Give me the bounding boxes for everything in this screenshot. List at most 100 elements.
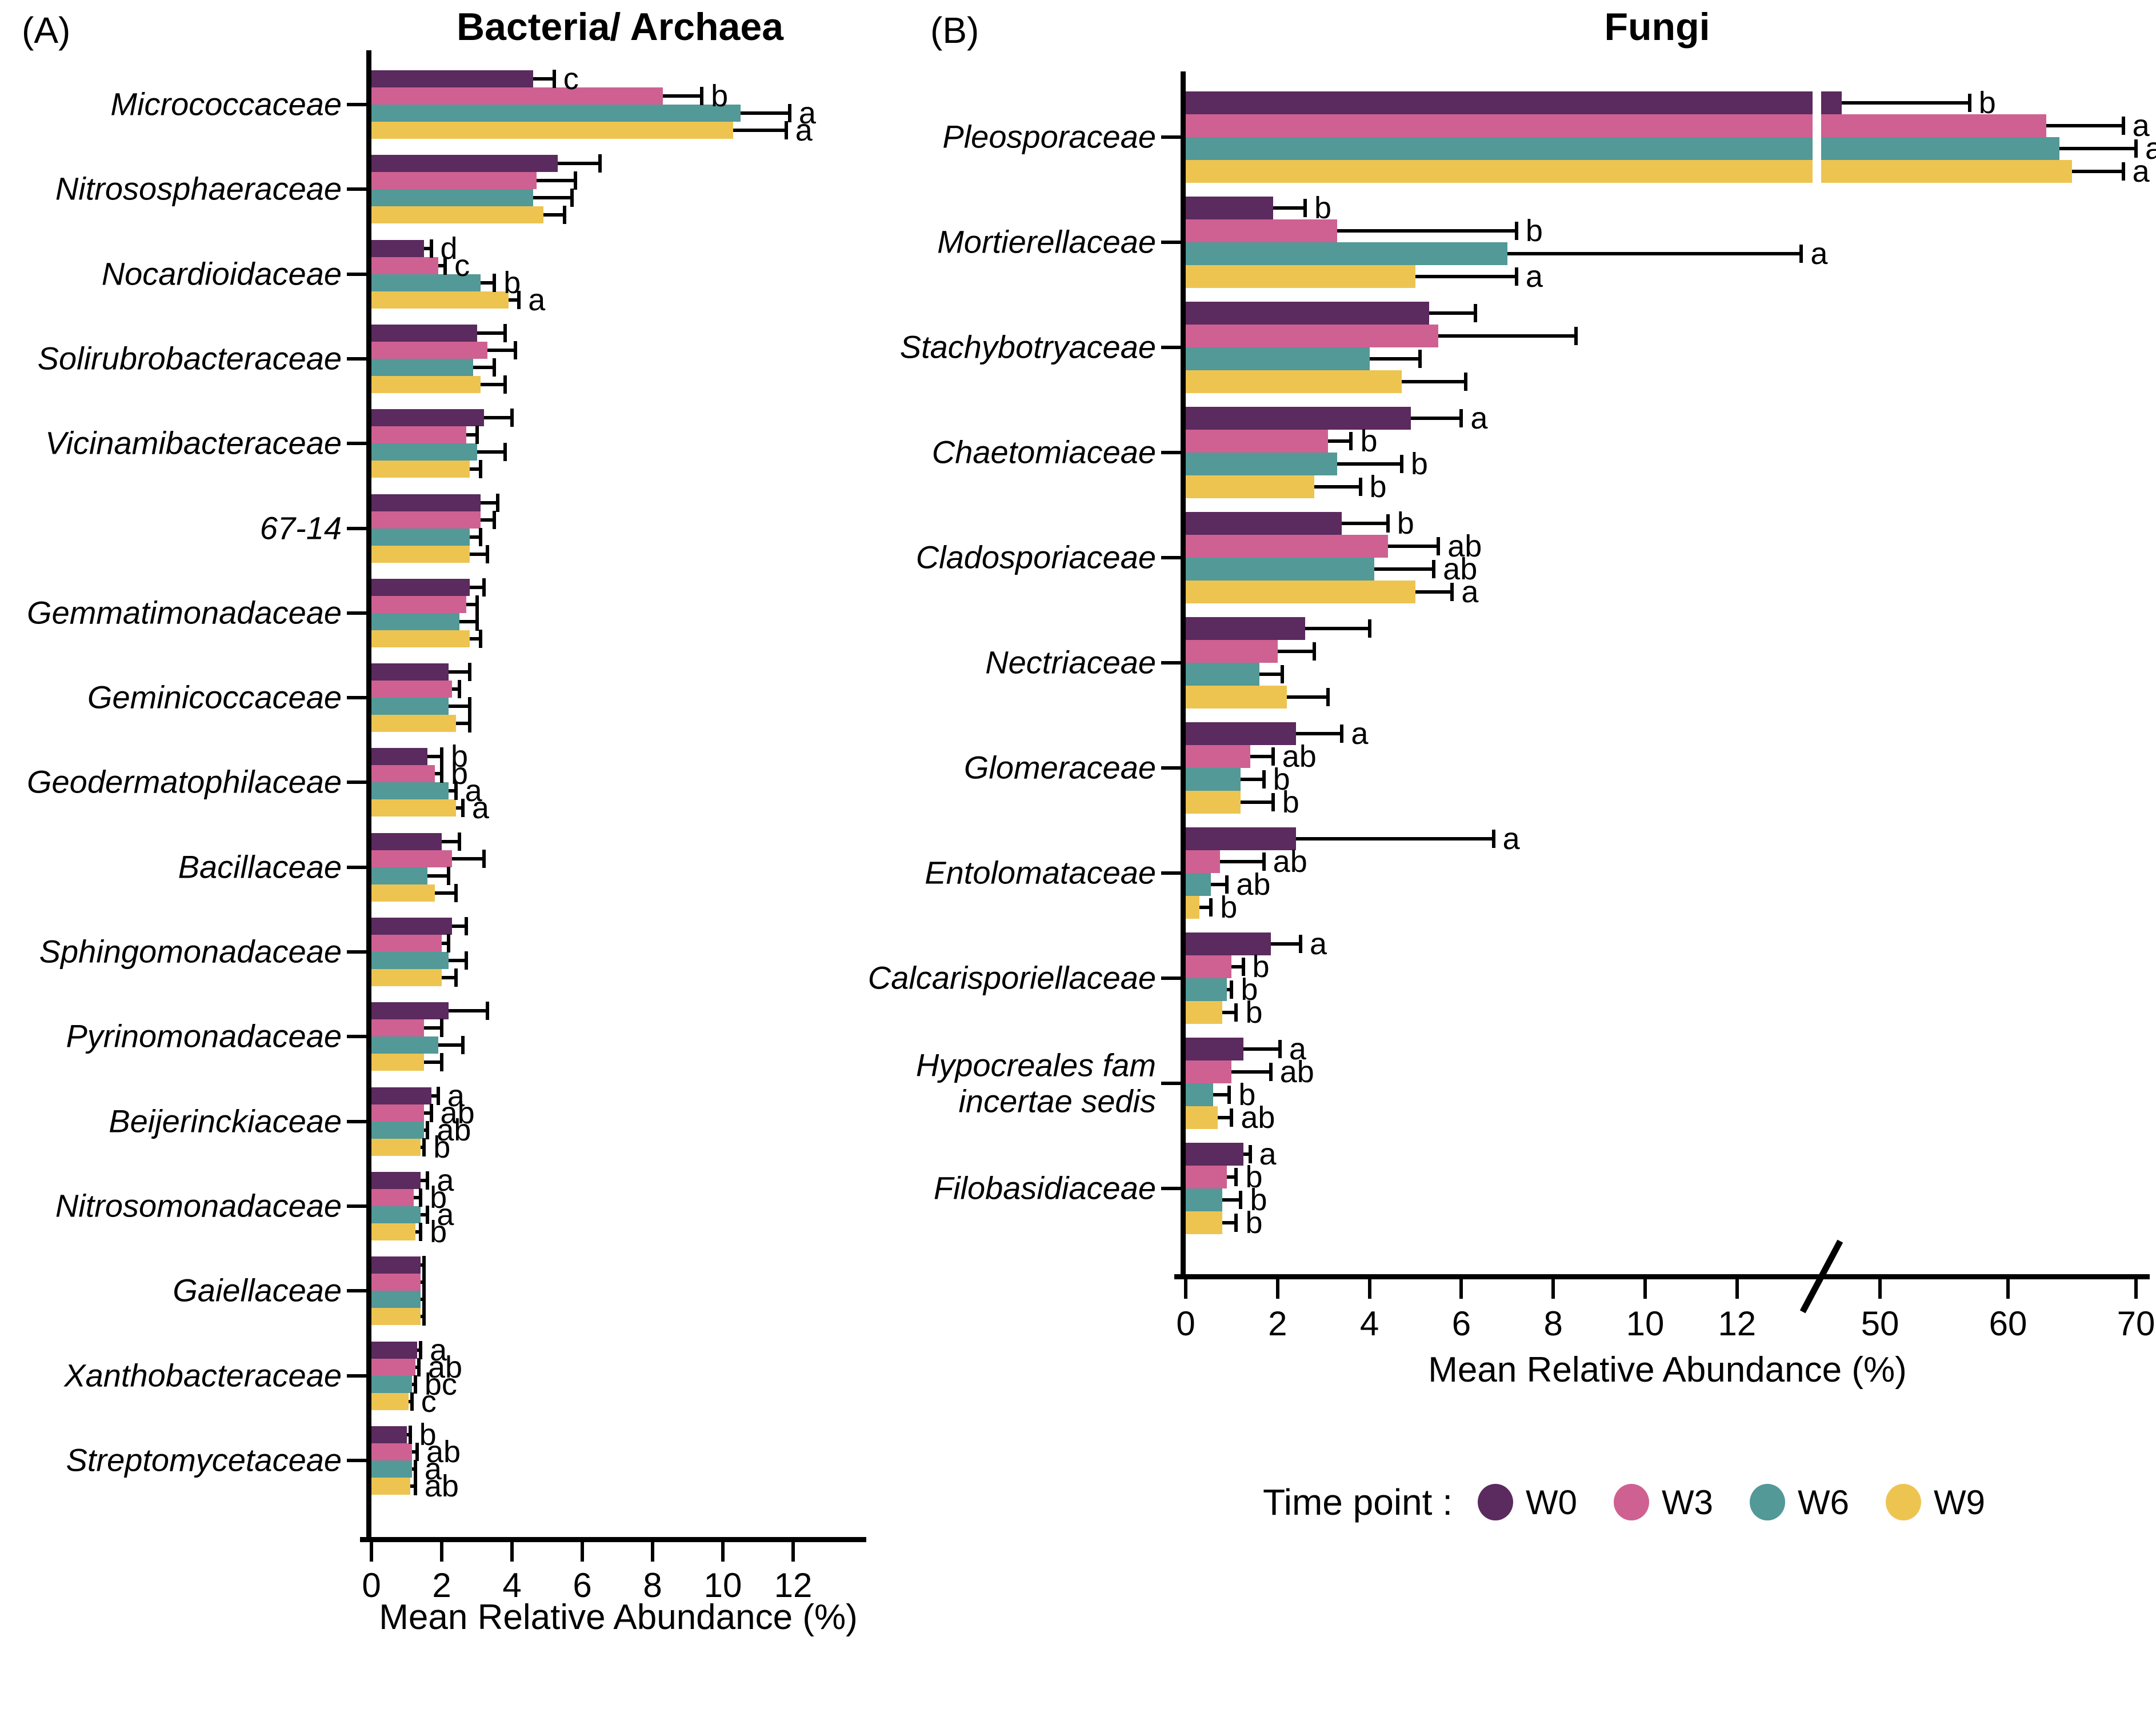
significance-letter: b (1282, 785, 1299, 819)
error-bar (1211, 883, 1227, 886)
error-bar-cap (475, 612, 479, 631)
legend-swatch-w0 (1477, 1484, 1513, 1520)
significance-letter: a (1470, 401, 1488, 435)
error-bar (434, 891, 456, 895)
error-bar (1218, 1116, 1232, 1119)
significance-letter: a (1810, 237, 1828, 271)
error-bar-cap (447, 866, 451, 885)
bar-w3 (371, 341, 487, 359)
error-bar-cap (1799, 245, 1803, 263)
x-axis-tick-label: 12 (774, 1566, 813, 1604)
error-bar (1286, 695, 1329, 699)
error-bar (1273, 206, 1306, 210)
error-bar (470, 467, 481, 471)
error-bar-cap (1241, 958, 1245, 976)
error-bar (466, 433, 477, 437)
category-label: Nitrososphaeraceae (55, 170, 342, 207)
error-bar (1243, 1047, 1280, 1051)
error-bar (1328, 439, 1351, 443)
category-label: Geodermatophilaceae (26, 764, 342, 801)
y-axis-tick (347, 781, 366, 785)
error-bar (421, 1212, 428, 1216)
error-bar (1241, 778, 1264, 781)
category-label: Glomeraceae (963, 749, 1156, 786)
bar-w9 (371, 291, 509, 309)
error-bar-cap (787, 104, 791, 122)
significance-letter: a (424, 1451, 442, 1486)
error-bar (1841, 101, 1970, 105)
category-label: Xanthobacteraceae (64, 1357, 342, 1394)
x-axis-tick-label: 4 (1359, 1304, 1379, 1343)
bar-w6 (371, 274, 481, 291)
bar-w0 (371, 70, 533, 87)
error-bar (455, 806, 463, 810)
error-bar-cap (478, 460, 482, 479)
bar-w3 (371, 1274, 421, 1291)
error-bar-cap (475, 595, 479, 614)
significance-letter: b (1360, 424, 1378, 458)
bar-w9 (1186, 1001, 1223, 1024)
category-label: Streptomycetaceae (66, 1442, 342, 1478)
significance-letter: b (1220, 890, 1238, 924)
bar-w9 (371, 1477, 410, 1495)
significance-letter: b (1397, 506, 1414, 541)
bar-w0 (371, 833, 442, 850)
bar-w0 (1186, 197, 1273, 219)
y-axis-tick (347, 611, 366, 615)
error-bar-cap (563, 206, 567, 225)
error-bar (1387, 545, 1439, 548)
error-bar-cap (1459, 409, 1463, 427)
category-label: Nitrosomonadaceae (55, 1187, 342, 1224)
error-bar (470, 552, 487, 556)
error-bar-cap (493, 273, 497, 292)
error-bar-cap (552, 70, 556, 88)
bar-w3 (1186, 114, 2047, 137)
legend-item-w9: W9 (1885, 1483, 1985, 1522)
y-axis-tick (1161, 976, 1181, 980)
bar-w6 (1186, 978, 1227, 1001)
error-bar-cap (493, 510, 497, 529)
error-bar-cap (454, 968, 458, 987)
error-bar-cap (457, 680, 461, 699)
category-label: Beijerinckiaceae (109, 1103, 342, 1139)
bar-w6 (371, 1121, 425, 1139)
significance-letter: ab (1279, 1055, 1314, 1089)
error-bar-cap (482, 849, 486, 868)
error-bar (487, 348, 516, 352)
bar-w6 (1186, 242, 1507, 265)
error-bar (1199, 906, 1211, 909)
y-axis-tick (347, 1374, 366, 1378)
error-bar (1415, 275, 1517, 278)
error-bar-cap (415, 1442, 419, 1461)
category-label: Sphingomonadaceae (39, 933, 342, 970)
bar-w6 (1186, 453, 1338, 475)
error-bar (1438, 334, 1577, 338)
bar-w9 (371, 122, 734, 139)
error-bar (411, 1382, 415, 1386)
bar-w9 (371, 545, 470, 563)
bar-w6 (371, 1036, 438, 1054)
bar-w9 (371, 1138, 421, 1156)
x-axis-tick (651, 1542, 654, 1562)
bar-w6 (371, 1206, 421, 1223)
bar-w6 (371, 105, 741, 122)
error-bar-cap (440, 1019, 443, 1038)
error-bar-cap (1450, 583, 1454, 601)
error-bar (557, 162, 600, 166)
error-bar-cap (514, 341, 518, 359)
category-label: Nocardioidaceae (101, 255, 342, 292)
error-bar-cap (1225, 875, 1229, 894)
bar-w9 (371, 799, 456, 817)
bar-w6 (371, 1375, 412, 1393)
error-bar (1259, 673, 1282, 676)
y-axis-tick (347, 187, 366, 191)
error-bar-cap (429, 239, 433, 258)
bar-w6 (1186, 1083, 1214, 1106)
x-axis-tick-label: 70 (2117, 1304, 2155, 1343)
bar-w6 (371, 528, 470, 546)
error-bar (1305, 627, 1370, 630)
error-bar-cap (426, 1205, 430, 1224)
error-bar-cap (413, 1459, 417, 1478)
significance-letter: b (1369, 470, 1387, 504)
bar-w9 (371, 375, 481, 393)
